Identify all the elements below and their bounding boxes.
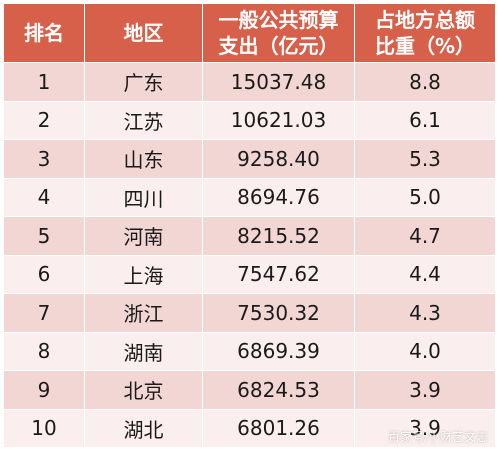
cell-region: 河南 [84, 216, 203, 256]
cell-share: 5.3 [354, 139, 496, 179]
cell-rank: 10 [3, 408, 85, 448]
table-row: 2 江苏 10621.03 6.1 [3, 100, 496, 140]
cell-region: 山东 [84, 139, 203, 179]
cell-rank: 5 [3, 216, 85, 256]
cell-region: 江苏 [84, 100, 203, 140]
cell-budget: 6801.26 [202, 408, 355, 448]
cell-rank: 3 [3, 139, 85, 179]
cell-share: 3.9 [354, 370, 496, 410]
cell-share: 4.4 [354, 254, 496, 294]
cell-budget: 10621.03 [202, 100, 355, 140]
cell-budget: 6869.39 [202, 331, 355, 371]
table-row: 10 湖北 6801.26 3.9 [3, 408, 496, 448]
cell-budget: 7547.62 [202, 254, 355, 294]
cell-share: 8.8 [354, 62, 496, 102]
cell-region: 湖北 [84, 408, 203, 448]
cell-region: 浙江 [84, 293, 203, 333]
table-row: 9 北京 6824.53 3.9 [3, 370, 496, 410]
cell-budget: 8694.76 [202, 177, 355, 217]
cell-budget: 15037.48 [202, 62, 355, 102]
table-row: 1 广东 15037.48 8.8 [3, 62, 496, 102]
header-rank: 排名 [3, 3, 85, 63]
cell-region: 上海 [84, 254, 203, 294]
cell-rank: 6 [3, 254, 85, 294]
cell-share: 5.0 [354, 177, 496, 217]
cell-share: 3.9 [354, 408, 496, 448]
cell-rank: 8 [3, 331, 85, 371]
cell-region: 四川 [84, 177, 203, 217]
cell-share: 4.7 [354, 216, 496, 256]
header-region: 地区 [84, 3, 203, 63]
cell-region: 北京 [84, 370, 203, 410]
cell-share: 6.1 [354, 100, 496, 140]
cell-share: 4.0 [354, 331, 496, 371]
cell-share: 4.3 [354, 293, 496, 333]
budget-ranking-table: 排名 地区 一般公共预算 支出（亿元） 占地方总额 比重（%） 1 广东 15037… [3, 3, 496, 448]
cell-region: 湖南 [84, 331, 203, 371]
cell-budget: 9258.40 [202, 139, 355, 179]
watermark: 百家号/小财艺文志 [387, 430, 488, 444]
header-budget: 一般公共预算 支出（亿元） [202, 3, 355, 63]
table-row: 8 湖南 6869.39 4.0 [3, 331, 496, 371]
table-row: 7 浙江 7530.32 4.3 [3, 293, 496, 333]
header-share: 占地方总额 比重（%） [354, 3, 496, 63]
table-body: 1 广东 15037.48 8.8 2 江苏 10621.03 6.1 3 山东 9258.40 5.… [3, 62, 496, 448]
cell-rank: 7 [3, 293, 85, 333]
cell-budget: 6824.53 [202, 370, 355, 410]
table-row: 3 山东 9258.40 5.3 [3, 139, 496, 179]
table-row: 5 河南 8215.52 4.7 [3, 216, 496, 256]
cell-region: 广东 [84, 62, 203, 102]
cell-budget: 8215.52 [202, 216, 355, 256]
cell-rank: 1 [3, 62, 85, 102]
cell-rank: 4 [3, 177, 85, 217]
header-row: 排名 地区 一般公共预算 支出（亿元） 占地方总额 比重（%） [3, 3, 496, 63]
cell-rank: 9 [3, 370, 85, 410]
cell-budget: 7530.32 [202, 293, 355, 333]
table-row: 4 四川 8694.76 5.0 [3, 177, 496, 217]
cell-rank: 2 [3, 100, 85, 140]
table-row: 6 上海 7547.62 4.4 [3, 254, 496, 294]
